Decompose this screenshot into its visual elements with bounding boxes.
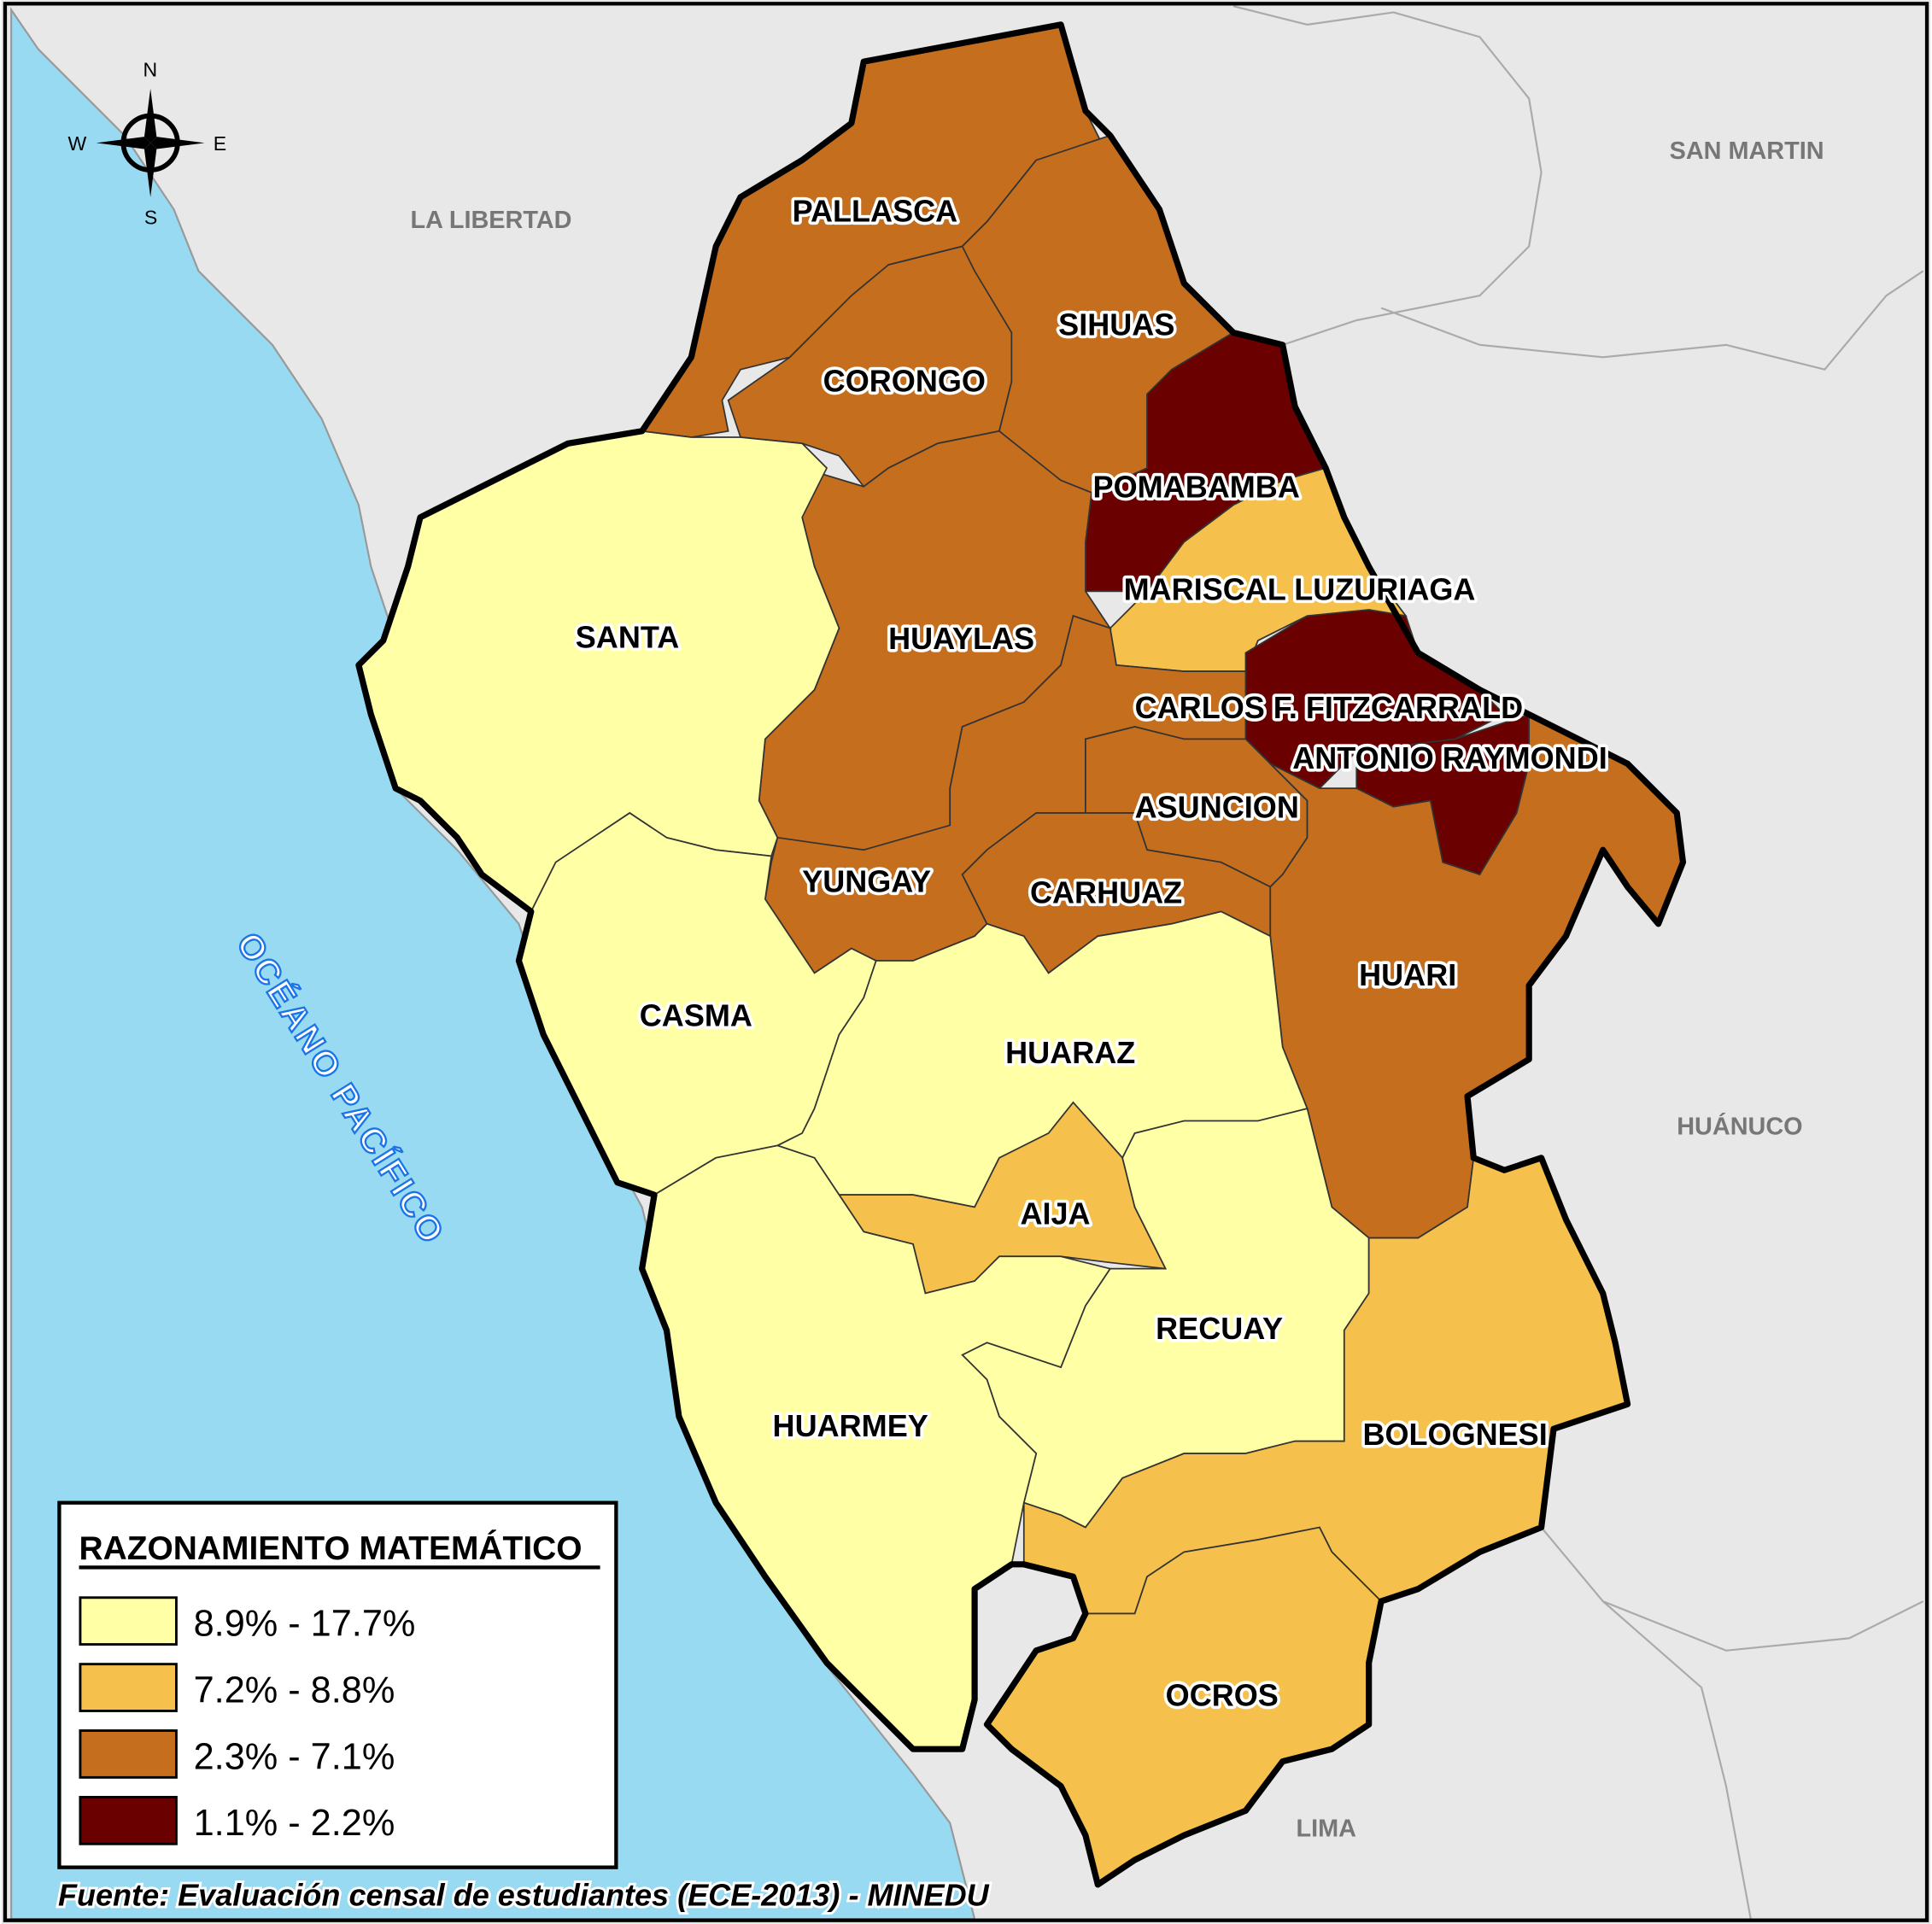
label-huaraz: HUARAZ [1005, 1035, 1135, 1070]
label-mariscal-luzuriaga: MARISCAL LUZURIAGA [1124, 571, 1476, 606]
north-arrow: N S E W [68, 58, 227, 228]
legend: RAZONAMIENTO MATEMÁTICO 8.9% - 17.7% 7.2%… [57, 1500, 618, 1869]
label-casma: CASMA [640, 998, 752, 1033]
province-layer [357, 23, 1684, 1886]
source-note: Fuente: Evaluación censal de estudiantes… [58, 1877, 990, 1912]
label-ocros: OCROS [1166, 1678, 1279, 1713]
label-huanuco: HUÁNUCO [1677, 1111, 1802, 1140]
department-outline [355, 21, 1687, 1888]
label-pallasca: PALLASCA [793, 194, 958, 229]
label-carlos-f-fitzcarrald: CARLOS F. FITZCARRALD [1135, 690, 1524, 725]
label-bolognesi: BOLOGNESI [1362, 1417, 1547, 1452]
label-lima: LIMA [1297, 1816, 1357, 1843]
neighbor-borders [1232, 5, 1924, 1920]
compass-needle-south [143, 143, 157, 197]
compass-s: S [144, 207, 157, 229]
map-frame [3, 2, 1929, 1922]
legend-title-underline [79, 1565, 600, 1570]
label-huaylas: HUAYLAS [888, 621, 1034, 656]
label-santa: SANTA [576, 620, 679, 655]
label-carhuaz: CARHUAZ [1030, 874, 1182, 909]
label-aija: AIJA [1020, 1196, 1090, 1231]
legend-label: 8.9% - 17.7% [194, 1603, 416, 1644]
compass-needle-east [150, 137, 205, 149]
label-san-martin: SAN MARTIN [1670, 137, 1824, 165]
legend-label: 7.2% - 8.8% [194, 1670, 395, 1711]
compass-needle-west [96, 137, 151, 149]
label-pomabamba: POMABAMBA [1093, 470, 1300, 505]
sea [10, 7, 976, 1921]
legend-swatch [79, 1729, 178, 1779]
label-antonio-raymondi: ANTONIO RAYMONDI [1292, 740, 1607, 775]
label-yungay: YUNGAY [802, 863, 931, 898]
label-asuncion: ASUNCION [1135, 790, 1299, 825]
label-la-libertad: LA LIBERTAD [410, 207, 571, 234]
compass-e: E [214, 132, 226, 155]
legend-swatch [79, 1596, 178, 1646]
label-corongo: CORONGO [823, 364, 986, 399]
label-huari: HUARI [1359, 957, 1456, 992]
neighbor-labels: LA LIBERTAD SAN MARTIN HUÁNUCO LIMA [410, 137, 1824, 1843]
province-labels: PALLASCA CORONGO SIHUAS POMABAMBA MARISC… [572, 190, 1610, 1716]
compass-needle-icon [143, 88, 157, 143]
label-sihuas: SIHUAS [1058, 307, 1174, 342]
label-recuay: RECUAY [1156, 1311, 1283, 1346]
legend-swatch [79, 1795, 178, 1845]
label-huarmey: HUARMEY [773, 1408, 928, 1443]
legend-label: 1.1% - 2.2% [194, 1803, 395, 1844]
legend-swatch [79, 1663, 178, 1712]
legend-label: 2.3% - 7.1% [194, 1736, 395, 1777]
legend-title: RAZONAMIENTO MATEMÁTICO [79, 1529, 582, 1567]
compass-w: W [68, 132, 87, 155]
compass-n: N [143, 58, 157, 80]
